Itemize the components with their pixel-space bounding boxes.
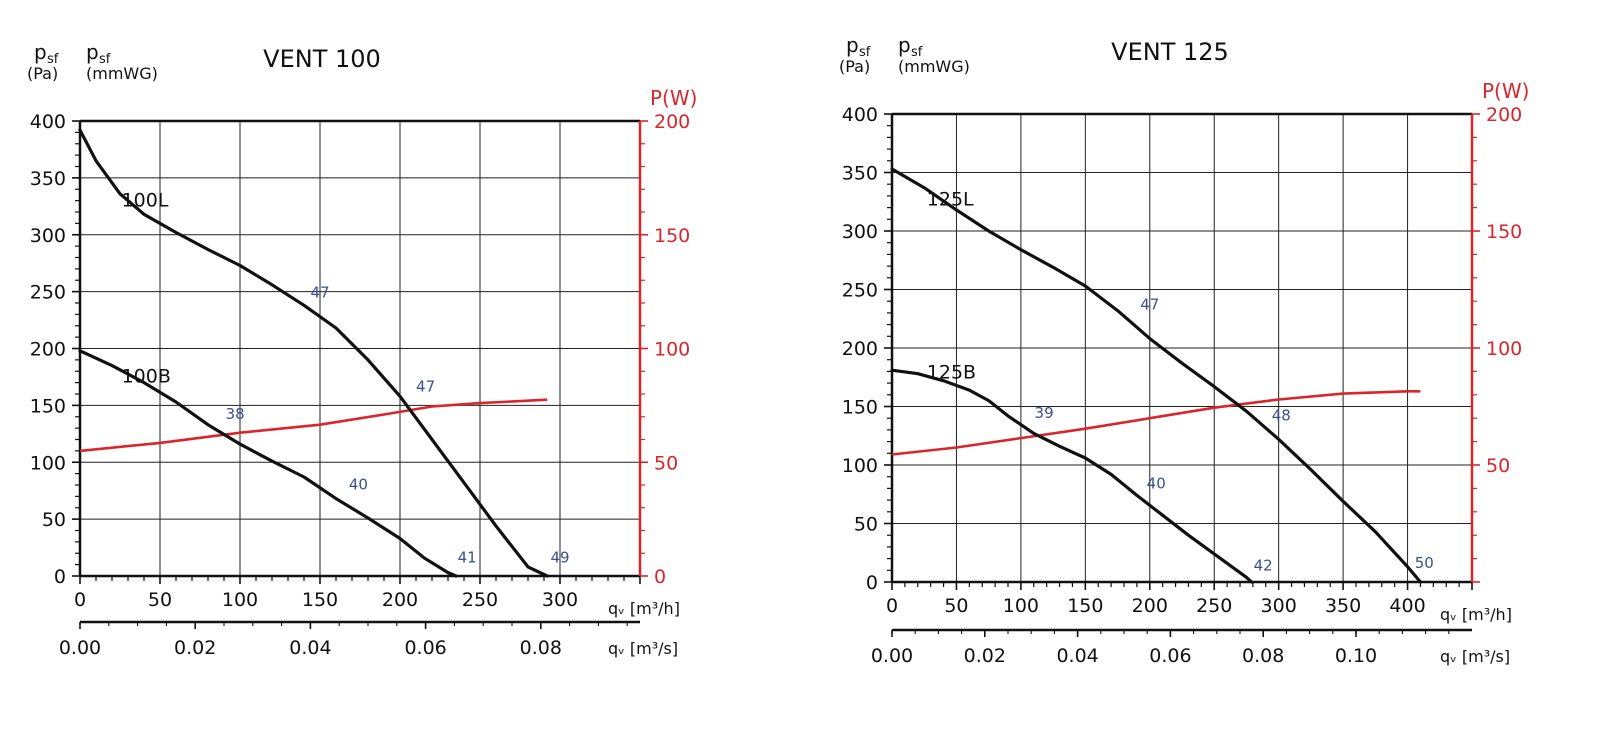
y-axis-symbol-mmwg: p [86, 40, 99, 64]
annotation-label: 41 [458, 548, 477, 566]
x2-tick-label: 0.04 [289, 637, 331, 659]
x-tick-label: 100 [1003, 595, 1039, 617]
power-curve [892, 391, 1420, 454]
y-tick-label: 300 [842, 221, 878, 243]
y-tick-label: 250 [30, 282, 66, 304]
annotation-label: 42 [1254, 556, 1273, 574]
chart-title: VENT 125 [1111, 38, 1229, 66]
y2-tick-label: 200 [654, 111, 690, 133]
x-tick-label: 300 [1261, 595, 1297, 617]
x-axis-label-m3h: qᵥ [m³/h] [1440, 605, 1512, 624]
x-axis-label-m3s: qᵥ [m³/s] [1440, 647, 1510, 666]
y2-tick-label: 150 [654, 225, 690, 247]
y-axis-unit-pa: (Pa) [839, 57, 870, 76]
y-tick-label: 0 [54, 566, 66, 588]
y-tick-label: 400 [842, 104, 878, 126]
x-tick-label: 300 [542, 589, 578, 611]
x2-tick-label: 0.06 [1149, 645, 1191, 667]
y-axis-symbol-pa: p [34, 40, 47, 64]
y-tick-label: 200 [842, 338, 878, 360]
y-axis-symbol-pa: p [846, 33, 859, 57]
y-axis-unit-mmwg: (mmWG) [86, 64, 158, 83]
chart-canvas: VENT 100p sf(Pa)p sf(mmWG)P(W)0 50 100 150 200… [0, 0, 1611, 746]
y2-tick-label: 150 [1486, 221, 1522, 243]
y2-tick-label: 50 [1486, 455, 1510, 477]
y-tick-label: 200 [30, 339, 66, 361]
power-curve [80, 400, 547, 451]
x-axis-label-m3s: qᵥ [m³/s] [608, 639, 678, 658]
y-tick-label: 0 [866, 572, 878, 594]
y2-axis-label: P(W) [650, 86, 697, 110]
y-tick-label: 150 [842, 397, 878, 419]
x-tick-label: 100 [222, 589, 258, 611]
annotation-label: 47 [310, 283, 329, 301]
y-axis-unit-mmwg: (mmWG) [898, 57, 970, 76]
y2-tick-label: 200 [1486, 104, 1522, 126]
y-tick-label: 150 [30, 395, 66, 417]
series-label-125B: 125B [927, 361, 976, 383]
y-tick-label: 50 [42, 509, 66, 531]
x2-tick-label: 0.06 [404, 637, 446, 659]
x2-tick-label: 0.02 [174, 637, 216, 659]
x-tick-label: 0 [74, 589, 86, 611]
x-tick-label: 350 [1325, 595, 1361, 617]
series-label-100B: 100B [122, 366, 171, 388]
y-axis-unit-pa: (Pa) [27, 64, 58, 83]
x2-tick-label: 0.10 [1335, 645, 1377, 667]
series-label-125L: 125L [927, 188, 974, 210]
x-tick-label: 150 [302, 589, 338, 611]
x-tick-label: 200 [1132, 595, 1168, 617]
x-tick-label: 150 [1067, 595, 1103, 617]
y-axis-symbol-mmwg: p [898, 33, 911, 57]
y2-tick-label: 0 [654, 566, 666, 588]
y-tick-label: 300 [30, 225, 66, 247]
x-tick-label: 50 [944, 595, 968, 617]
y-tick-label: 50 [854, 514, 878, 536]
y-tick-label: 350 [842, 163, 878, 185]
chart-title: VENT 100 [263, 45, 381, 73]
y2-axis-label: P(W) [1482, 79, 1529, 103]
annotation-label: 50 [1415, 554, 1434, 572]
y2-tick-label: 50 [654, 452, 678, 474]
x2-tick-label: 0.00 [59, 637, 101, 659]
x-tick-label: 400 [1389, 595, 1425, 617]
series-label-100L: 100L [122, 189, 169, 211]
x2-tick-label: 0.00 [871, 645, 913, 667]
y-tick-label: 400 [30, 111, 66, 133]
y2-tick-label: 100 [654, 339, 690, 361]
y-tick-label: 100 [842, 455, 878, 477]
annotation-label: 40 [1147, 474, 1166, 492]
x-tick-label: 50 [148, 589, 172, 611]
x2-tick-label: 0.08 [1242, 645, 1284, 667]
annotation-label: 47 [416, 378, 435, 396]
x2-tick-label: 0.08 [520, 637, 562, 659]
y-tick-label: 350 [30, 168, 66, 190]
annotation-label: 39 [1035, 404, 1054, 422]
annotation-label: 47 [1140, 295, 1159, 313]
x-tick-label: 250 [1196, 595, 1232, 617]
x2-tick-label: 0.02 [964, 645, 1006, 667]
x2-tick-label: 0.04 [1056, 645, 1098, 667]
annotation-label: 48 [1272, 407, 1291, 425]
y-tick-label: 100 [30, 452, 66, 474]
annotation-label: 38 [226, 405, 245, 423]
x-axis-label-m3h: qᵥ [m³/h] [608, 599, 680, 618]
y-tick-label: 250 [842, 280, 878, 302]
series-curve-125B [892, 370, 1252, 582]
annotation-label: 49 [550, 548, 569, 566]
y2-tick-label: 100 [1486, 338, 1522, 360]
x-tick-label: 200 [382, 589, 418, 611]
x-tick-label: 0 [886, 595, 898, 617]
x-tick-label: 250 [462, 589, 498, 611]
annotation-label: 40 [349, 476, 368, 494]
